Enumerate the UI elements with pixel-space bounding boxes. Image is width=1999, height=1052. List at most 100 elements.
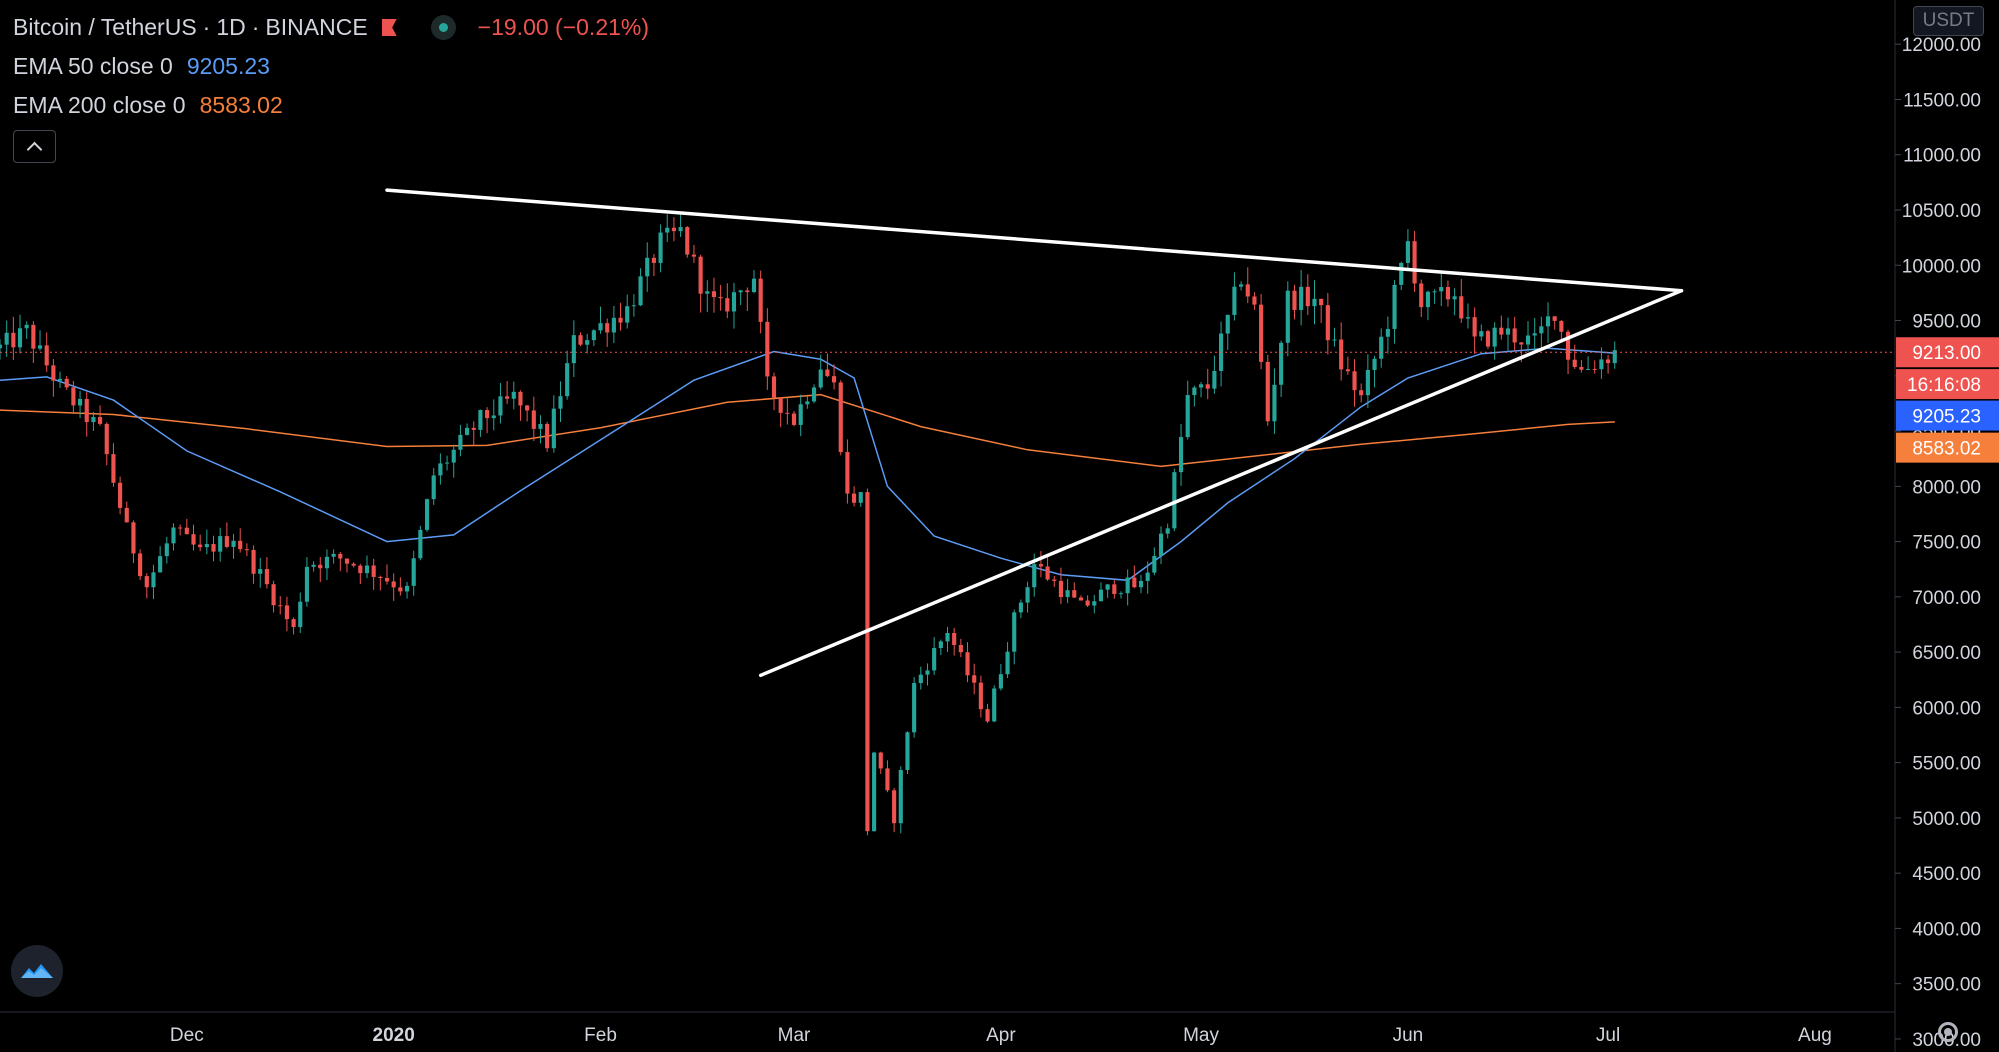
flag-icon[interactable] bbox=[381, 19, 397, 36]
candle-body bbox=[1012, 612, 1017, 652]
candle-body bbox=[1372, 358, 1377, 370]
candle-body bbox=[1445, 287, 1451, 300]
candle-body bbox=[244, 549, 249, 551]
candle-body bbox=[1118, 593, 1124, 595]
dot-icon[interactable] bbox=[430, 15, 456, 40]
candle-body bbox=[538, 423, 543, 429]
candle-body bbox=[1405, 241, 1410, 263]
candle-body bbox=[465, 427, 470, 435]
legend-separator: · bbox=[251, 14, 260, 40]
candle-body bbox=[992, 688, 997, 722]
candle-body bbox=[1078, 597, 1084, 601]
candle-body bbox=[1459, 296, 1464, 319]
candle-body bbox=[691, 254, 697, 257]
candle-body bbox=[511, 391, 516, 399]
logo[interactable] bbox=[11, 945, 63, 997]
candle-body bbox=[1138, 580, 1144, 588]
candle-body bbox=[224, 536, 229, 547]
candle-body bbox=[471, 427, 476, 430]
legend-separator: · bbox=[202, 14, 211, 40]
candle-body bbox=[1245, 284, 1250, 297]
currency-button[interactable]: USDT bbox=[1913, 6, 1984, 36]
candle-body bbox=[1265, 361, 1270, 422]
candle-body bbox=[545, 423, 550, 449]
candle-body bbox=[44, 345, 49, 366]
gear-icon[interactable] bbox=[1938, 1022, 1958, 1042]
candle-body bbox=[1239, 284, 1244, 287]
candle-body bbox=[418, 529, 423, 559]
price-mark-box bbox=[1896, 369, 1999, 400]
chart-legend: Bitcoin / TetherUS · 1D · BINANCE −19.00… bbox=[13, 8, 649, 163]
candle-body bbox=[1098, 589, 1104, 602]
candle-body bbox=[1272, 384, 1277, 422]
x-tick-label: 2020 bbox=[373, 1025, 415, 1046]
candle-body bbox=[0, 344, 3, 349]
candle-body bbox=[251, 549, 256, 574]
candle-body bbox=[37, 345, 43, 349]
candle-body bbox=[738, 290, 743, 293]
candle-body bbox=[518, 391, 523, 406]
candle-body bbox=[1132, 577, 1137, 588]
candle-body bbox=[31, 324, 36, 349]
candle-body bbox=[438, 463, 443, 476]
candle-body bbox=[1492, 327, 1497, 347]
candle-body bbox=[678, 227, 683, 232]
x-axis[interactable]: Dec 2020 Feb Mar Apr May Jun Jul Aug bbox=[170, 1025, 1832, 1046]
candle-body bbox=[184, 527, 189, 535]
y-tick-label: 6500.00 bbox=[1912, 643, 1981, 664]
symbol-name[interactable]: Bitcoin / TetherUS bbox=[13, 14, 197, 40]
ema200-line bbox=[0, 393, 1615, 468]
candle-body bbox=[1485, 331, 1491, 347]
ema50-line bbox=[0, 347, 1615, 582]
candle-body bbox=[625, 306, 630, 323]
candle-body bbox=[1399, 262, 1404, 285]
candle-body bbox=[958, 644, 963, 653]
candle-body bbox=[658, 232, 663, 263]
x-tick-label: May bbox=[1183, 1025, 1219, 1046]
candle-body bbox=[1439, 287, 1444, 292]
y-tick-label: 12500.00 bbox=[1902, 0, 1981, 1]
candle-body bbox=[1172, 472, 1177, 529]
candle-body bbox=[1092, 601, 1097, 606]
logo-icon bbox=[21, 964, 53, 978]
price-marks-group: 9213.00 16:16:08 9205.23 8583.02 bbox=[1896, 337, 1999, 463]
candle-body bbox=[1225, 314, 1230, 334]
candle-body bbox=[1472, 317, 1477, 337]
candle-body bbox=[1152, 555, 1157, 573]
candle-body bbox=[585, 340, 590, 345]
candle-body bbox=[1319, 298, 1324, 306]
candle-body bbox=[1279, 342, 1284, 385]
y-tick-label: 10000.00 bbox=[1902, 256, 1981, 277]
collapse-legend-button[interactable] bbox=[13, 130, 56, 163]
candle-body bbox=[104, 423, 109, 455]
candle-body bbox=[404, 585, 410, 592]
y-axis[interactable]: 3000.003500.004000.004500.005000.005500.… bbox=[1895, 0, 1981, 1051]
candle-body bbox=[238, 540, 243, 550]
ema50-row[interactable]: EMA 50 close 0 9205.23 bbox=[13, 47, 649, 86]
candle-body bbox=[431, 475, 436, 500]
candle-body bbox=[571, 335, 576, 364]
candle-body bbox=[1259, 304, 1264, 362]
candle-body bbox=[1585, 368, 1591, 370]
candle-body bbox=[11, 332, 16, 348]
candle-body bbox=[291, 619, 296, 628]
candle-body bbox=[451, 449, 456, 463]
candle-body bbox=[1432, 291, 1437, 293]
candle-body bbox=[1572, 359, 1577, 367]
candle-body bbox=[918, 674, 923, 684]
candle-body bbox=[264, 569, 269, 585]
candle-body bbox=[131, 522, 136, 554]
candle-body bbox=[1312, 298, 1317, 307]
candle-body bbox=[1339, 339, 1344, 370]
interval-label[interactable]: 1D bbox=[216, 14, 246, 40]
support-trendline bbox=[758, 288, 1684, 678]
ema200-row[interactable]: EMA 200 close 0 8583.02 bbox=[13, 86, 649, 125]
candle-body bbox=[1305, 286, 1310, 307]
candle-body bbox=[1345, 369, 1350, 372]
candle-body bbox=[171, 527, 176, 544]
candle-body bbox=[778, 397, 783, 413]
candle-body bbox=[745, 290, 750, 293]
candle-body bbox=[952, 632, 957, 645]
candle-body bbox=[1165, 528, 1170, 534]
